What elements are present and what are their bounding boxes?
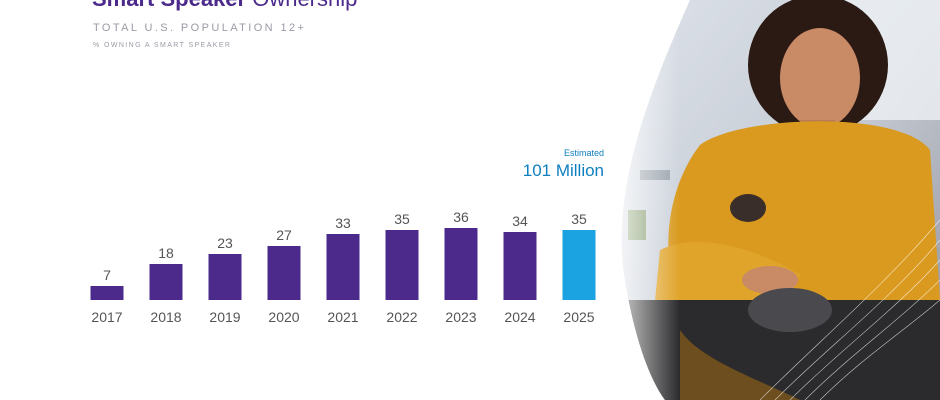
title-rest: Ownership: [246, 0, 357, 11]
x-tick-label-2024: 2024: [504, 309, 535, 325]
title-bold: Smart Speaker: [92, 0, 246, 11]
bar-2025: [562, 230, 596, 300]
x-tick-label-2022: 2022: [386, 309, 417, 325]
x-tick-label-2021: 2021: [327, 309, 358, 325]
x-tick-label-2019: 2019: [209, 309, 240, 325]
estimate-value: 101 Million: [522, 161, 604, 180]
bar-2022: [385, 230, 419, 300]
x-tick-label-2025: 2025: [563, 309, 594, 325]
x-tick-label-2017: 2017: [91, 309, 122, 325]
value-label-2023: 36: [453, 209, 469, 225]
bar-2020: [267, 246, 301, 300]
value-label-2022: 35: [394, 211, 410, 227]
x-tick-label-2023: 2023: [445, 309, 476, 325]
chart-description: % OWNING A SMART SPEAKER: [93, 42, 232, 49]
bar-2018: [149, 264, 183, 300]
value-label-2025: 35: [571, 211, 587, 227]
value-label-2019: 23: [217, 235, 233, 251]
value-label-2021: 33: [335, 215, 351, 231]
x-tick-label-2020: 2020: [268, 309, 299, 325]
value-label-2024: 34: [512, 213, 528, 229]
bar-2021: [326, 234, 360, 300]
x-tick-label-2018: 2018: [150, 309, 181, 325]
value-label-2020: 27: [276, 227, 292, 243]
bar-2017: [90, 286, 124, 300]
subtitle: TOTAL U.S. POPULATION 12+: [93, 22, 307, 34]
page-title: Smart Speaker Ownership: [92, 0, 357, 10]
bar-2024: [503, 232, 537, 300]
value-label-2018: 18: [158, 245, 174, 261]
value-label-2017: 7: [103, 267, 111, 283]
bar-2019: [208, 254, 242, 300]
estimate-label: Estimated: [563, 148, 604, 158]
bar-2023: [444, 228, 478, 300]
